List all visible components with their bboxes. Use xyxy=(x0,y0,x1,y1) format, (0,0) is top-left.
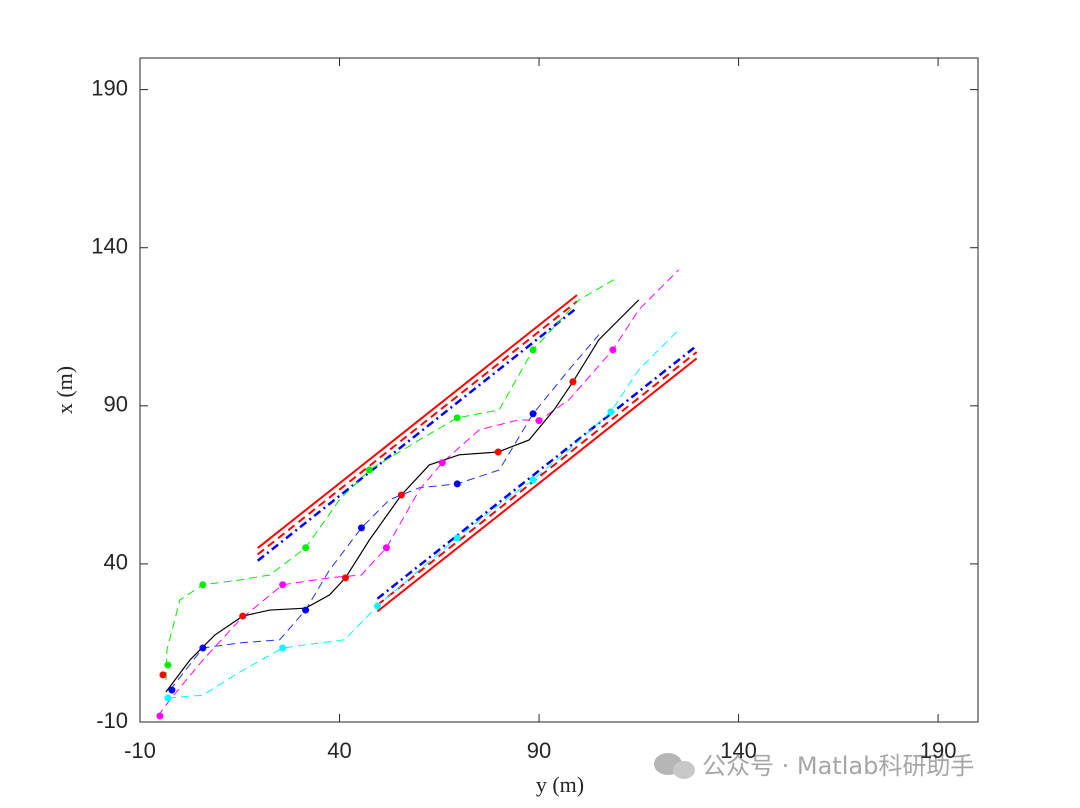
point xyxy=(164,661,172,669)
point xyxy=(199,644,207,652)
point xyxy=(453,414,461,422)
y-axis-label: x (m) xyxy=(52,366,77,414)
point xyxy=(302,544,310,552)
watermark-icon xyxy=(654,753,695,779)
point xyxy=(168,686,176,694)
point xyxy=(357,524,365,532)
point xyxy=(159,671,167,679)
series-line xyxy=(165,299,640,693)
point xyxy=(609,346,617,354)
point xyxy=(302,606,310,614)
point xyxy=(373,602,381,610)
series-line xyxy=(376,351,698,606)
watermark: 公众号 · Matlab科研助手 xyxy=(702,752,974,780)
point xyxy=(156,712,164,720)
point xyxy=(279,581,287,589)
series-line xyxy=(376,357,698,613)
point xyxy=(529,346,537,354)
axes-box xyxy=(139,57,979,723)
point xyxy=(453,534,461,542)
point xyxy=(164,694,172,702)
point xyxy=(607,408,615,416)
point xyxy=(382,544,390,552)
point xyxy=(397,491,405,499)
point xyxy=(279,644,287,652)
point xyxy=(494,448,502,456)
point xyxy=(199,581,207,589)
point xyxy=(569,378,577,386)
x-tick-label: -10 xyxy=(124,738,156,763)
point xyxy=(529,476,537,484)
point xyxy=(529,410,537,418)
point xyxy=(342,574,350,582)
series-line xyxy=(376,344,698,600)
y-tick-label: 40 xyxy=(104,550,128,575)
series-line xyxy=(167,329,680,699)
series-line xyxy=(157,269,680,717)
x-tick-label: 140 xyxy=(720,738,757,763)
x-axis-label: y (m) xyxy=(536,772,584,797)
y-tick-label: -10 xyxy=(96,708,128,733)
point xyxy=(438,459,446,467)
series-line xyxy=(257,294,578,549)
x-tick-label: 190 xyxy=(920,738,957,763)
point xyxy=(535,417,543,425)
y-tick-label: 140 xyxy=(91,234,128,259)
plot-area xyxy=(140,58,978,722)
x-tick-label: 90 xyxy=(527,738,551,763)
series-line xyxy=(165,279,615,680)
point xyxy=(453,480,461,488)
y-tick-label: 190 xyxy=(91,75,128,100)
series-line xyxy=(256,306,578,562)
y-tick-label: 90 xyxy=(104,392,128,417)
x-tick-label: 40 xyxy=(327,738,351,763)
point xyxy=(365,466,373,474)
series-line xyxy=(257,300,578,556)
point xyxy=(239,612,247,620)
marks xyxy=(156,269,698,720)
series-line xyxy=(169,334,600,691)
